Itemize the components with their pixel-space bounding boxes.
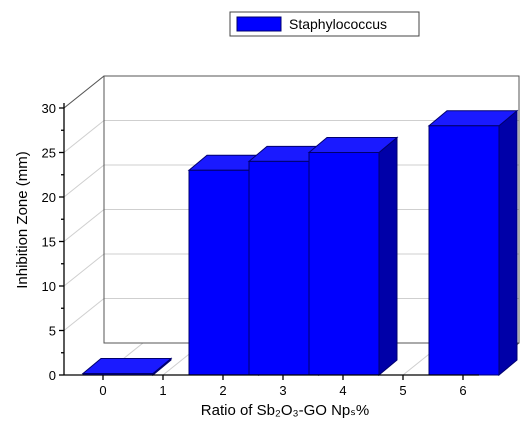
bar-front-4 — [308, 152, 380, 376]
x-tick-label: 2 — [219, 383, 226, 398]
grid-line-side — [63, 253, 105, 287]
bar-front-2 — [188, 169, 260, 376]
bar-0 — [81, 357, 173, 377]
bar-side-4 — [378, 136, 398, 377]
x-tick-label: 1 — [159, 383, 166, 398]
legend-label: Staphylococcus — [289, 16, 387, 32]
axis-layer: 0 5 10 15 20 25 30 0 1 2 3 4 5 6 — [42, 101, 479, 398]
x-tick-label: 5 — [399, 383, 406, 398]
bar-front-6 — [428, 125, 500, 376]
y-tick-label: 5 — [49, 324, 56, 339]
grid-line-side — [63, 209, 105, 242]
left-top-edge — [63, 75, 105, 109]
legend-swatch — [236, 16, 282, 32]
legend: Staphylococcus — [229, 11, 420, 37]
x-tick-label: 4 — [339, 383, 346, 398]
y-tick-label: 15 — [42, 235, 56, 250]
x-tick-label: 6 — [459, 383, 466, 398]
y-tick-label: 25 — [42, 146, 56, 161]
x-tick-label: 0 — [99, 383, 106, 398]
grid-line-side — [63, 164, 105, 198]
bar-4 — [307, 136, 399, 377]
x-axis-title: Ratio of Sb₂O₃-GO Npₛ% — [201, 402, 369, 419]
y-tick-label: 10 — [42, 279, 56, 294]
grid-line-side — [63, 120, 105, 153]
bar-layer — [81, 109, 519, 377]
bar-front-3 — [248, 160, 320, 376]
y-tick-label: 20 — [42, 190, 56, 205]
y-tick-label: 30 — [42, 101, 56, 116]
bar-side-6 — [498, 109, 518, 377]
grid-line-side — [63, 298, 105, 331]
y-axis-title: Inhibition Zone (mm) — [14, 151, 31, 289]
x-tick-label: 3 — [279, 383, 286, 398]
y-tick-label: 0 — [49, 368, 56, 383]
bar-6 — [427, 109, 519, 377]
